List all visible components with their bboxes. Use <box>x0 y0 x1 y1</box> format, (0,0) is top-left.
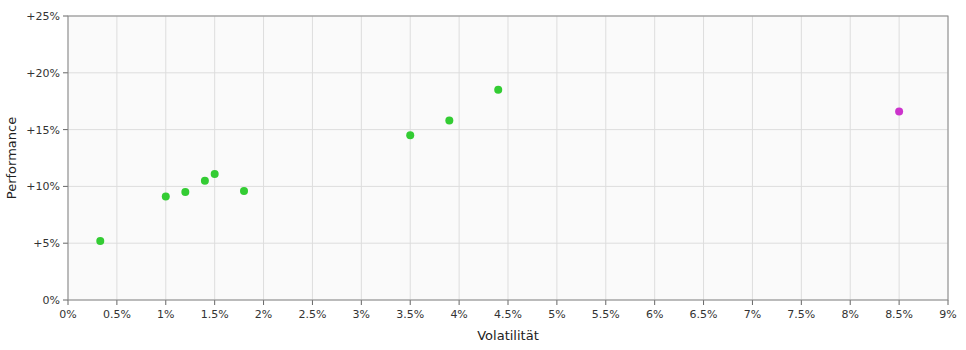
grid-line-x <box>459 16 460 300</box>
tick-label-x: 6.5% <box>690 308 718 321</box>
tick-label-x: 4.5% <box>494 308 522 321</box>
grid-line-y <box>68 129 948 130</box>
scatter-point <box>96 237 104 245</box>
x-axis-label: Volatilität <box>477 328 539 343</box>
scatter-point <box>211 170 219 178</box>
grid-line-x <box>116 16 117 300</box>
series <box>895 107 903 115</box>
tick-label-y: +15% <box>26 124 60 137</box>
tick-label-y: +5% <box>33 237 60 250</box>
grid-line-x <box>850 16 851 300</box>
tick-label-x: 8.5% <box>885 308 913 321</box>
grid-line-x <box>752 16 753 300</box>
tick-label-y: +10% <box>26 180 60 193</box>
scatter-point <box>895 107 903 115</box>
grid-line-x <box>899 16 900 300</box>
tick-x <box>165 300 166 305</box>
tick-x <box>214 300 215 305</box>
grid-line-x <box>410 16 411 300</box>
tick-y <box>63 243 68 244</box>
tick-label-x: 2% <box>255 308 272 321</box>
tick-x <box>948 300 949 305</box>
tick-label-x: 6% <box>646 308 663 321</box>
scatter-point <box>406 131 414 139</box>
tick-x <box>508 300 509 305</box>
chart-svg: 0% 0.5% 1% 1.5% 2% 2.5% 3% 3.5% 4% 4.5% 5% 5.5% 6% 6.… <box>0 0 966 350</box>
tick-label-x: 0.5% <box>103 308 131 321</box>
grid-line-x <box>556 16 557 300</box>
tick-x <box>312 300 313 305</box>
tick-x <box>801 300 802 305</box>
grid-line-x <box>214 16 215 300</box>
scatter-point <box>201 177 209 185</box>
tick-label-x: 7.5% <box>787 308 815 321</box>
grid-line-y <box>68 72 948 73</box>
tick-label-y: +20% <box>26 67 60 80</box>
tick-label-x: 0% <box>59 308 76 321</box>
tick-label-y: +25% <box>26 10 60 23</box>
tick-x <box>410 300 411 305</box>
grid-line-x <box>312 16 313 300</box>
scatter-point <box>494 86 502 94</box>
tick-label-x: 9% <box>939 308 956 321</box>
tick-label-x: 2.5% <box>298 308 326 321</box>
grid-line-x <box>361 16 362 300</box>
grid-line-y <box>68 186 948 187</box>
tick-x <box>263 300 264 305</box>
tick-y <box>63 300 68 301</box>
chart-container: 0% 0.5% 1% 1.5% 2% 2.5% 3% 3.5% 4% 4.5% 5% 5.5% 6% 6.… <box>0 0 966 350</box>
series <box>96 86 502 245</box>
scatter-point <box>445 117 453 125</box>
tick-x <box>116 300 117 305</box>
tick-x <box>654 300 655 305</box>
plot-background <box>68 16 948 300</box>
tick-label-x: 3% <box>353 308 370 321</box>
axes: 0% 0.5% 1% 1.5% 2% 2.5% 3% 3.5% 4% 4.5% 5% 5.5% 6% 6.… <box>26 10 956 321</box>
tick-label-x: 3.5% <box>396 308 424 321</box>
tick-label-x: 1% <box>157 308 174 321</box>
tick-y <box>63 186 68 187</box>
tick-label-x: 5.5% <box>592 308 620 321</box>
tick-y <box>63 129 68 130</box>
grid <box>68 16 948 300</box>
tick-x <box>752 300 753 305</box>
scatter-point <box>181 188 189 196</box>
y-axis-label: Performance <box>4 117 19 199</box>
tick-x <box>68 300 69 305</box>
tick-x <box>459 300 460 305</box>
tick-x <box>605 300 606 305</box>
tick-x <box>361 300 362 305</box>
grid-line-x <box>703 16 704 300</box>
tick-x <box>850 300 851 305</box>
tick-x <box>899 300 900 305</box>
grid-line-x <box>165 16 166 300</box>
grid-line-x <box>263 16 264 300</box>
tick-x <box>556 300 557 305</box>
tick-y <box>63 16 68 17</box>
scatter-point <box>162 193 170 201</box>
scatter-point <box>240 187 248 195</box>
tick-label-x: 1.5% <box>201 308 229 321</box>
tick-label-x: 8% <box>841 308 858 321</box>
grid-line-x <box>605 16 606 300</box>
tick-label-y: 0% <box>43 294 60 307</box>
tick-label-x: 7% <box>744 308 761 321</box>
grid-line-x <box>654 16 655 300</box>
marks <box>96 86 903 245</box>
tick-label-x: 5% <box>548 308 565 321</box>
plot-frame <box>68 16 948 300</box>
grid-line-y <box>68 243 948 244</box>
tick-y <box>63 72 68 73</box>
tick-x <box>703 300 704 305</box>
grid-line-x <box>508 16 509 300</box>
grid-line-x <box>801 16 802 300</box>
tick-label-x: 4% <box>450 308 467 321</box>
